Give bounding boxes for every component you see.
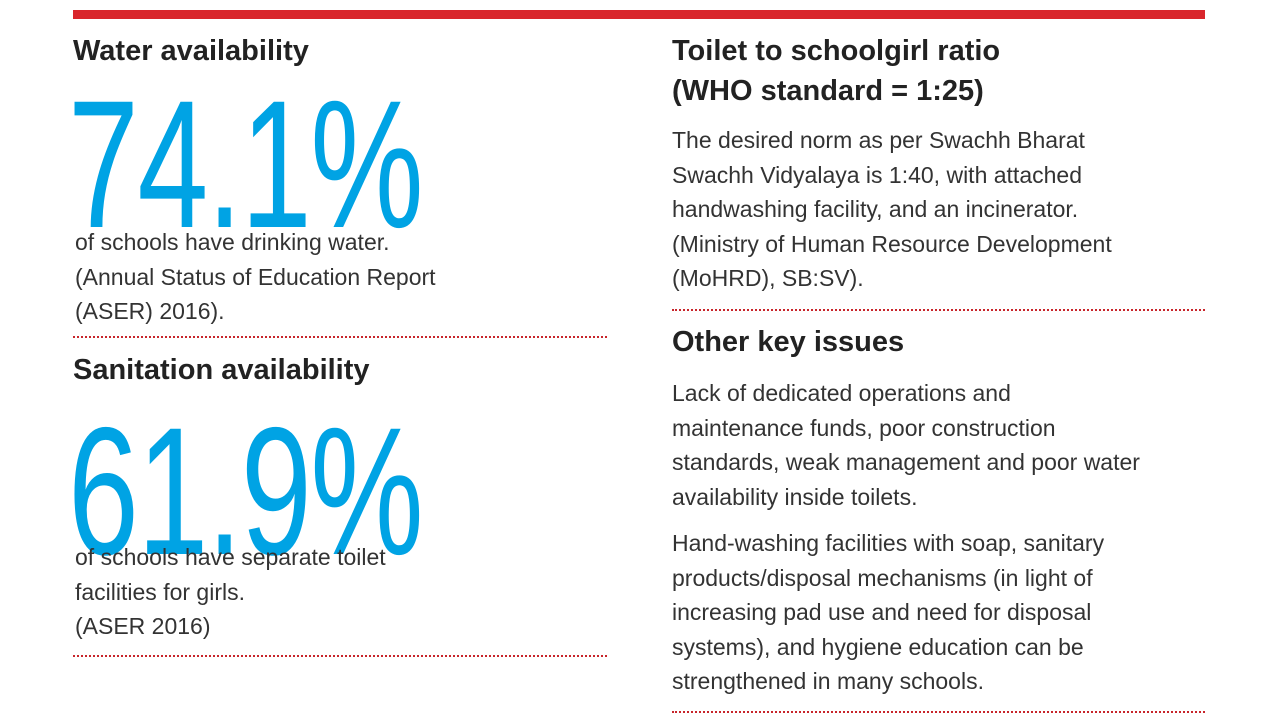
- text-line: availability inside toilets.: [672, 483, 918, 510]
- text-line: increasing pad use and need for disposal: [672, 599, 1092, 625]
- heading: Toilet to schoolgirl ratio: [672, 35, 1001, 67]
- big-figure: 74.1%: [68, 62, 424, 266]
- text-block: of schools have separate toilet faciliti…: [75, 540, 386, 644]
- text-line: (ASER) 2016).: [75, 298, 225, 324]
- heading: (WHO standard = 1:25): [672, 75, 984, 107]
- heading: Other key issues: [672, 326, 905, 358]
- text-line: systems), and hygiene education can be: [672, 633, 1084, 660]
- text-line: maintenance funds, poor construction: [672, 414, 1056, 441]
- text-line: handwashing facility, and an incinerator…: [672, 196, 1079, 222]
- text-line: Swachh Vidyalaya is 1:40, with attached: [672, 161, 1082, 188]
- separator: [73, 655, 607, 657]
- text-line: of schools have drinking water.: [75, 229, 390, 255]
- text-line: (MoHRD), SB:SV).: [672, 265, 864, 291]
- text-line: standards, weak management and poor wate…: [672, 449, 1140, 475]
- text-line: Lack of dedicated operations and: [672, 380, 1011, 406]
- top-rule: [73, 10, 1205, 19]
- big-figure: 61.9%: [68, 389, 424, 593]
- heading: Sanitation availability: [73, 354, 370, 386]
- text-line: products/disposal mechanisms (in light o…: [672, 564, 1093, 591]
- text-block: of schools have drinking water. (Annual …: [75, 225, 436, 329]
- text-line: strengthened in many schools.: [672, 668, 984, 694]
- text-line: Hand-washing facilities with soap, sanit…: [672, 530, 1105, 556]
- heading: Water availability: [73, 35, 309, 67]
- text-line: (Annual Status of Education Report: [75, 263, 436, 290]
- text-block: The desired norm as per Swachh Bharat Sw…: [672, 123, 1112, 296]
- separator: [672, 711, 1205, 713]
- text-line: (Ministry of Human Resource Development: [672, 230, 1112, 257]
- separator: [672, 309, 1205, 311]
- text-block: Hand-washing facilities with soap, sanit…: [672, 526, 1104, 699]
- text-line: of schools have separate toilet: [75, 544, 386, 570]
- separator: [73, 336, 607, 338]
- text-line: facilities for girls.: [75, 578, 245, 605]
- text-block: Lack of dedicated operations and mainten…: [672, 376, 1140, 514]
- heading-block: Toilet to schoolgirl ratio (WHO standard…: [672, 31, 1000, 111]
- text-line: (ASER 2016): [75, 613, 211, 639]
- text-line: The desired norm as per Swachh Bharat: [672, 127, 1085, 153]
